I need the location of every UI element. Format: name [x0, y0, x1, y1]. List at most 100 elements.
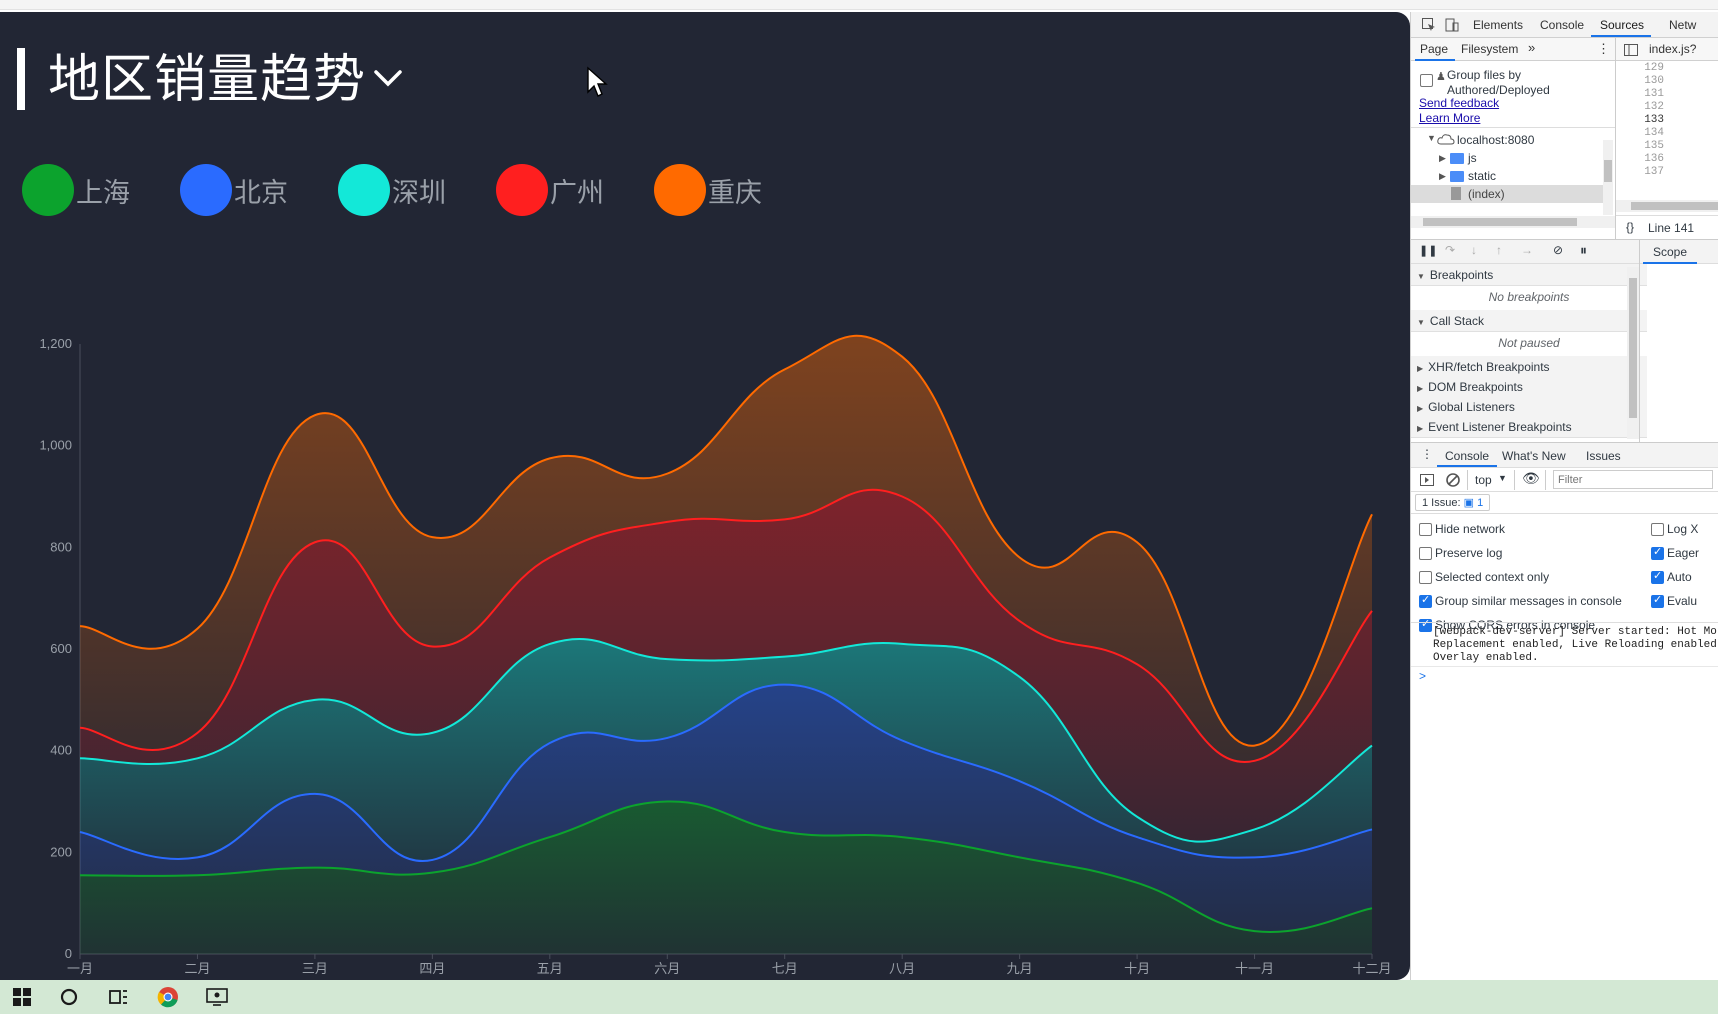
setting-checkbox[interactable] — [1419, 547, 1432, 560]
legend-item[interactable]: 深圳 — [338, 160, 496, 220]
message-icon: ▣ — [1463, 497, 1474, 509]
tree-item-localhost[interactable]: localhost:8080 — [1457, 133, 1535, 147]
gutter-line-number[interactable]: 135 — [1644, 140, 1664, 152]
console-filter-input[interactable] — [1553, 470, 1713, 489]
more-options-icon[interactable]: ⋮ — [1597, 41, 1610, 56]
tab-console[interactable]: Console — [1540, 18, 1585, 32]
setting-checkbox[interactable] — [1419, 523, 1432, 536]
tree-item-index[interactable]: (index) — [1468, 187, 1505, 201]
task-view-icon[interactable] — [106, 985, 130, 1009]
monitor-app-icon[interactable] — [205, 985, 229, 1009]
sidebar-scrollbar-thumb[interactable] — [1629, 278, 1637, 418]
hscrollbar-thumb[interactable] — [1423, 218, 1577, 226]
section-global-listeners[interactable]: ▶ Global Listeners — [1411, 396, 1647, 418]
tab-network[interactable]: Netw — [1669, 18, 1697, 32]
toggle-navigator-icon[interactable] — [1623, 42, 1639, 58]
windows-start-icon[interactable] — [10, 985, 34, 1009]
gutter-line-number[interactable]: 136 — [1644, 153, 1664, 165]
drawer-menu-icon[interactable]: ⋮ — [1421, 447, 1433, 461]
legend-item[interactable]: 上海 — [22, 160, 180, 220]
title-accent-bar — [17, 48, 25, 110]
scrollbar-thumb[interactable] — [1604, 160, 1612, 182]
more-tabs-icon[interactable]: » — [1528, 40, 1536, 55]
gutter-line-number[interactable]: 130 — [1644, 75, 1664, 87]
device-toolbar-icon[interactable] — [1444, 17, 1460, 33]
send-feedback-link[interactable]: Send feedback — [1419, 96, 1500, 110]
setting-checkbox[interactable] — [1419, 571, 1432, 584]
gutter-line-number[interactable]: 131 — [1644, 88, 1664, 100]
console-log-line: Replacement enabled, Live Reloading enab… — [1433, 639, 1717, 651]
tree-item-static[interactable]: static — [1468, 169, 1497, 183]
section-xhr-fetch-breakpoints[interactable]: ▶ XHR/fetch Breakpoints — [1411, 356, 1647, 378]
setting-checkbox[interactable] — [1651, 593, 1664, 608]
issues-badge[interactable]: 1 Issue: ▣ 1 — [1415, 494, 1491, 511]
sidebar-toggle-icon[interactable] — [1419, 472, 1435, 488]
chevron-down-icon[interactable] — [370, 60, 406, 96]
step-into-icon[interactable]: ↓ — [1471, 243, 1477, 257]
x-tick-label: 八月 — [889, 961, 915, 976]
tab-elements[interactable]: Elements — [1473, 18, 1524, 32]
drawer-tab-whats-new[interactable]: What's New — [1502, 449, 1566, 463]
gutter-line-number[interactable]: 133 — [1644, 114, 1664, 126]
legend-item[interactable]: 重庆 — [654, 160, 812, 220]
setting-checkbox[interactable] — [1651, 545, 1664, 560]
drawer-tab-issues[interactable]: Issues — [1586, 449, 1621, 463]
search-circle-icon[interactable] — [57, 985, 81, 1009]
group-files-checkbox[interactable] — [1420, 74, 1433, 87]
console-prompt[interactable]: > — [1419, 669, 1427, 683]
series-line-北京[interactable] — [79, 683, 1373, 863]
gutter-line-number[interactable]: 132 — [1644, 101, 1664, 113]
setting-checkbox[interactable] — [1651, 569, 1664, 584]
tree-expand-icon[interactable]: ▼ — [1427, 133, 1436, 143]
section-dom-breakpoints[interactable]: ▶ DOM Breakpoints — [1411, 376, 1647, 398]
tree-collapse-static-icon[interactable]: ▶ — [1439, 171, 1446, 181]
setting-checkbox[interactable] — [1419, 617, 1432, 632]
y-tick-label: 1,200 — [39, 336, 72, 351]
tab-sources[interactable]: Sources — [1600, 18, 1645, 32]
step-icon[interactable]: → — [1521, 243, 1533, 257]
pause-on-exceptions-icon[interactable]: ⏸ — [1580, 242, 1587, 258]
legend-label: 北京 — [234, 177, 288, 209]
tree-item-js[interactable]: js — [1468, 151, 1477, 165]
cloud-icon — [1437, 134, 1455, 145]
eye-icon[interactable]: 👁 — [1522, 470, 1540, 486]
context-select[interactable]: top — [1475, 473, 1492, 487]
file-tab-index-js[interactable]: index.js? — [1649, 42, 1697, 56]
tree-collapse-js-icon[interactable]: ▶ — [1439, 153, 1446, 163]
context-dropdown-icon[interactable]: ▼ — [1498, 473, 1507, 483]
legend-item[interactable]: 北京 — [180, 160, 338, 220]
step-out-icon[interactable]: ↑ — [1496, 243, 1502, 257]
x-tick-label: 六月 — [654, 961, 680, 976]
collapsed-triangle-icon: ▶ — [1417, 404, 1424, 413]
editor-hscrollbar-thumb[interactable] — [1631, 202, 1718, 210]
inspect-element-icon[interactable] — [1421, 17, 1437, 33]
setting-checkbox[interactable] — [1419, 593, 1432, 608]
step-over-icon[interactable]: ↷ — [1445, 243, 1456, 257]
section-event-listener-breakpoints[interactable]: ▶ Event Listener Breakpoints — [1411, 416, 1647, 438]
clear-console-icon[interactable] — [1445, 472, 1461, 488]
series-line-重庆[interactable] — [79, 334, 1373, 747]
section-breakpoints[interactable]: ▼ Breakpoints — [1411, 264, 1647, 286]
area-上海 — [80, 801, 1372, 954]
tab-filesystem[interactable]: Filesystem — [1461, 42, 1519, 56]
tab-page[interactable]: Page — [1420, 42, 1449, 56]
pretty-print-icon[interactable]: {} — [1626, 220, 1635, 234]
series-line-深圳[interactable] — [79, 638, 1373, 843]
tab-scope[interactable]: Scope — [1653, 245, 1688, 259]
issues-label: 1 Issue: — [1422, 497, 1461, 509]
setting-label: Preserve log — [1435, 546, 1503, 560]
chrome-icon[interactable] — [156, 985, 180, 1009]
series-line-上海[interactable] — [79, 800, 1373, 933]
deactivate-breakpoints-icon[interactable]: ⊘ — [1553, 243, 1564, 257]
drawer-tab-console[interactable]: Console — [1445, 449, 1490, 463]
gutter-line-number[interactable]: 137 — [1644, 166, 1664, 178]
section-call-stack[interactable]: ▼ Call Stack — [1411, 310, 1647, 332]
legend-item[interactable]: 广州 — [496, 160, 654, 220]
series-line-广州[interactable] — [79, 488, 1373, 764]
x-tick-label: 七月 — [772, 961, 798, 976]
pause-icon[interactable]: ❚❚ — [1419, 245, 1438, 257]
gutter-line-number[interactable]: 134 — [1644, 127, 1664, 139]
learn-more-link[interactable]: Learn More — [1419, 111, 1481, 125]
gutter-line-number[interactable]: 129 — [1644, 62, 1664, 74]
setting-checkbox[interactable] — [1651, 523, 1664, 536]
